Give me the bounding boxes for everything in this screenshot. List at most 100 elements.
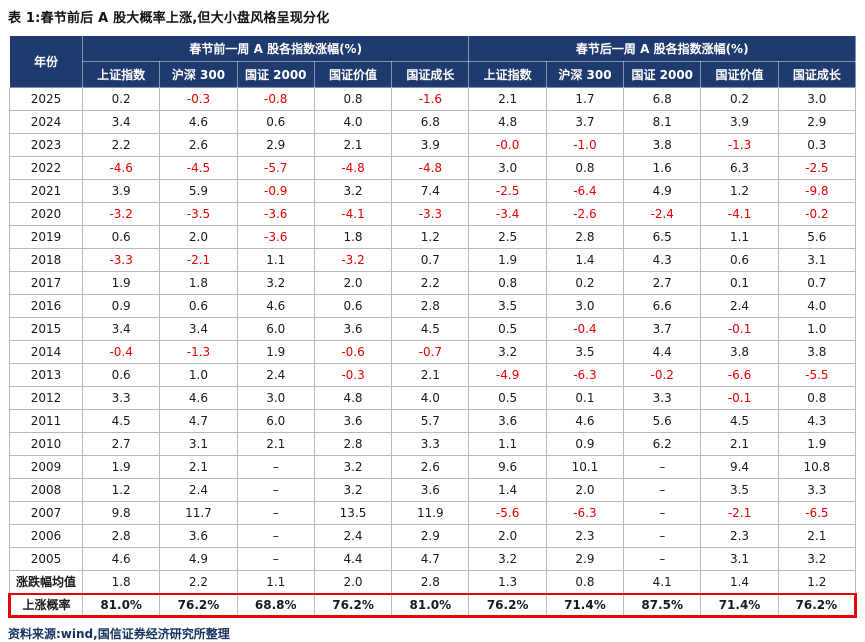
value-cell: 1.8 [81,570,161,594]
value-cell: 1.9 [81,271,161,295]
value-cell: 1.4 [700,570,779,594]
group-header-before: 春节前一周 A 股各指数涨幅(%) [81,35,470,62]
year-row: 2011 4.5 4.7 6.0 3.6 5.7 3.6 4.6 5.6 4.5 4.3 [9,409,857,433]
value-cell: 0.8 [313,87,393,111]
value-cell: 5.6 [777,225,857,249]
value-cell: 2.2 [391,271,470,295]
value-cell: 6.3 [700,156,779,180]
value-cell: -0.2 [777,202,857,226]
value-cell: 3.5 [468,294,547,318]
year-cell: 2014 [9,340,83,364]
year-row: 2013 0.6 1.0 2.4 -0.3 2.1 -4.9 -6.3 -0.2 -6.6 -5.5 [9,363,857,387]
value-cell: 0.7 [777,271,857,295]
value-cell: 9.8 [81,501,161,525]
value-cell: – [236,455,315,479]
index-column-header: 上证指数 [81,61,161,88]
index-column-header: 国证成长 [777,61,857,88]
value-cell: 2.8 [391,294,470,318]
value-cell: 2.9 [777,110,857,134]
value-cell: -0.9 [236,179,315,203]
value-cell: 2.4 [313,524,393,548]
value-cell: 3.9 [391,133,470,157]
value-cell: 0.2 [700,87,779,111]
value-cell: 7.4 [391,179,470,203]
value-cell: 3.8 [623,133,702,157]
value-cell: -2.5 [777,156,857,180]
value-cell: 10.8 [777,455,857,479]
value-cell: -0.4 [545,317,625,341]
year-row: 2010 2.7 3.1 2.1 2.8 3.3 1.1 0.9 6.2 2.1 1.9 [9,432,857,456]
value-cell: 5.7 [391,409,470,433]
value-cell: 0.5 [468,386,547,410]
value-cell: 2.1 [313,133,393,157]
index-column-header: 国证成长 [391,61,470,88]
value-cell: 4.7 [159,409,238,433]
value-cell: 6.8 [391,110,470,134]
value-cell: 2.8 [545,225,625,249]
value-cell: 3.1 [777,248,857,272]
index-column-header: 沪深 300 [545,61,625,88]
value-cell: -2.4 [623,202,702,226]
year-row: 2019 0.6 2.0 -3.6 1.8 1.2 2.5 2.8 6.5 1.1 5.6 [9,225,857,249]
value-cell: -0.4 [81,340,161,364]
year-cell: 2024 [9,110,83,134]
value-cell: -1.6 [391,87,470,111]
value-cell: 1.9 [777,432,857,456]
value-cell: -0.7 [391,340,470,364]
value-cell: 4.3 [777,409,857,433]
value-cell: -4.1 [313,202,393,226]
year-row: 2006 2.8 3.6–2.4 2.9 2.0 2.3–2.3 2.1 [9,524,857,548]
value-cell: – [623,501,702,525]
value-cell: 0.2 [81,87,161,111]
value-cell: 0.6 [81,225,161,249]
value-cell: 4.3 [623,248,702,272]
value-cell: 1.3 [468,570,547,594]
value-cell: 2.2 [81,133,161,157]
value-cell: 3.9 [700,110,779,134]
value-cell: 3.6 [159,524,238,548]
value-cell: 2.8 [313,432,393,456]
value-cell: – [236,478,315,502]
value-cell: 6.5 [623,225,702,249]
value-cell: 4.9 [623,179,702,203]
year-row: 2009 1.9 2.1–3.2 2.6 9.6 10.1–9.4 10.8 [9,455,857,479]
year-row: 2015 3.4 3.4 6.0 3.6 4.5 0.5 -0.4 3.7 -0.1 1.0 [9,317,857,341]
value-cell: 8.1 [623,110,702,134]
value-cell: 2.8 [81,524,161,548]
value-cell: 2.6 [159,133,238,157]
value-cell: -0.1 [700,386,779,410]
year-cell: 2021 [9,179,83,203]
value-cell: 1.9 [81,455,161,479]
value-cell: – [236,524,315,548]
value-cell: 1.1 [236,248,315,272]
value-cell: 3.2 [777,547,857,571]
year-row: 2012 3.3 4.6 3.0 4.8 4.0 0.5 0.1 3.3 -0.1 0.8 [9,386,857,410]
value-cell: 4.0 [313,110,393,134]
value-cell: -2.5 [468,179,547,203]
value-cell: 2.1 [468,87,547,111]
value-cell: 3.6 [313,317,393,341]
average-row: 涨跌幅均值 1.8 2.2 1.1 2.0 2.8 1.3 0.8 4.1 1.4 1.2 [9,570,857,594]
value-cell: 3.0 [777,87,857,111]
value-cell: 71.4% [700,592,779,618]
value-cell: 0.8 [777,386,857,410]
value-cell: 0.9 [545,432,625,456]
year-cell: 2013 [9,363,83,387]
value-cell: 3.4 [81,317,161,341]
value-cell: 10.1 [545,455,625,479]
value-cell: 6.8 [623,87,702,111]
value-cell: 1.0 [159,363,238,387]
value-cell: 2.7 [81,432,161,456]
value-cell: 76.2% [313,592,393,618]
value-cell: 0.2 [545,271,625,295]
group-header-after: 春节后一周 A 股各指数涨幅(%) [468,35,856,62]
value-cell: 2.0 [313,271,393,295]
table-body: 2025 0.2 -0.3 -0.8 0.8 -1.6 2.1 1.7 6.8 0.2 3.0 202… [8,87,858,618]
year-cell: 2010 [9,432,83,456]
value-cell: 0.6 [700,248,779,272]
value-cell: -3.6 [236,225,315,249]
value-cell: 3.8 [777,340,857,364]
value-cell: -3.2 [81,202,161,226]
value-cell: 1.2 [81,478,161,502]
